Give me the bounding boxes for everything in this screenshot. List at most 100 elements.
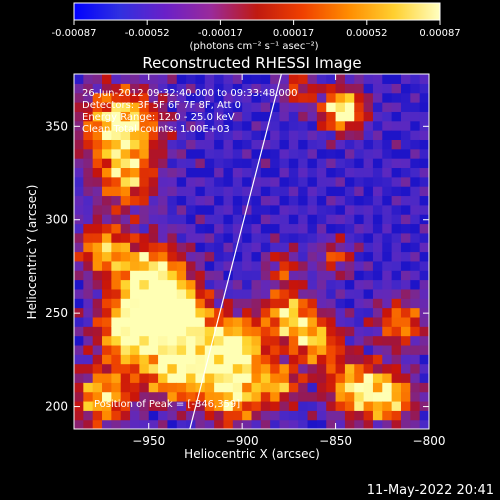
heatmap-cell (372, 214, 383, 225)
heatmap-cell (130, 251, 140, 262)
heatmap-cell (344, 83, 355, 94)
heatmap-cell (354, 363, 365, 374)
heatmap-cell (382, 74, 393, 84)
heatmap-cell (298, 251, 309, 262)
heatmap-cell (83, 307, 94, 318)
heatmap-cell (102, 167, 112, 178)
heatmap-cell (195, 223, 206, 234)
heatmap-cell (204, 279, 215, 290)
heatmap-cell (111, 354, 122, 365)
heatmap-cell (204, 214, 215, 225)
heatmap-cell (232, 298, 243, 309)
heatmap-cell (139, 74, 150, 84)
heatmap-cell (316, 186, 327, 197)
heatmap-cell (363, 288, 374, 299)
heatmap-cell (260, 400, 271, 411)
heatmap-cell (148, 204, 159, 215)
heatmap-cell (316, 335, 327, 346)
heatmap-cell (326, 204, 337, 215)
heatmap-cell (344, 139, 355, 150)
heatmap-cell (83, 419, 94, 429)
heatmap-cell (74, 382, 84, 393)
heatmap-cell (326, 102, 337, 112)
heatmap-cell (363, 195, 374, 206)
heatmap-cell (391, 214, 402, 225)
heatmap-cell (400, 335, 411, 346)
heatmap-cell (382, 279, 393, 290)
heatmap-cell (176, 400, 187, 411)
heatmap-cell (279, 92, 290, 103)
heatmap-cell (307, 382, 318, 393)
heatmap-cell (186, 158, 197, 169)
heatmap-cell (242, 326, 253, 337)
heatmap-cell (344, 74, 355, 84)
heatmap-cell (419, 167, 429, 178)
heatmap-cell (186, 176, 197, 187)
heatmap-cell (158, 186, 169, 197)
heatmap-cell (92, 92, 103, 103)
heatmap-cell (326, 83, 337, 94)
heatmap-cell (167, 326, 178, 337)
heatmap-cell (382, 176, 393, 187)
heatmap-cell (92, 419, 103, 429)
heatmap-cell (279, 232, 290, 243)
heatmap-cell (176, 186, 187, 197)
heatmap-cell (400, 176, 411, 187)
heatmap-cell (74, 195, 84, 206)
heatmap-cell (214, 372, 225, 383)
heatmap-cell (326, 335, 337, 346)
heatmap-cell (372, 298, 383, 309)
heatmap-cell (363, 148, 374, 159)
heatmap-cell (120, 382, 131, 393)
heatmap-cell (167, 167, 178, 178)
heatmap-cell (214, 83, 225, 94)
heatmap-cell (391, 242, 402, 253)
heatmap-cell (167, 176, 178, 187)
heatmap-area (74, 74, 429, 429)
heatmap-cell (120, 232, 131, 243)
heatmap-cell (298, 130, 309, 140)
heatmap-cell (102, 410, 112, 421)
heatmap-cell (270, 242, 281, 253)
heatmap-cell (354, 279, 365, 290)
heatmap-cell (214, 279, 225, 290)
heatmap-cell (400, 120, 411, 131)
heatmap-cell (92, 354, 103, 365)
heatmap-cell (223, 74, 234, 84)
heatmap-cell (195, 410, 206, 421)
heatmap-cell (167, 111, 178, 122)
heatmap-cell (148, 307, 159, 318)
heatmap-cell (83, 186, 94, 197)
heatmap-cell (242, 130, 253, 140)
heatmap-cell (74, 335, 84, 346)
heatmap-cell (148, 120, 159, 131)
heatmap-cell (298, 242, 309, 253)
heatmap-cell (102, 400, 112, 411)
heatmap-cell (363, 354, 374, 365)
heatmap-cell (391, 419, 402, 429)
heatmap-cell (204, 83, 215, 94)
heatmap-cell (326, 130, 337, 140)
heatmap-cell (232, 167, 243, 178)
heatmap-cell (214, 130, 225, 140)
heatmap-cell (270, 298, 281, 309)
heatmap-cell (326, 307, 337, 318)
info-line-counts: Clean Total counts: 1.00E+03 (82, 124, 230, 135)
heatmap-cell (148, 74, 159, 84)
heatmap-cell (102, 372, 112, 383)
heatmap-cell (344, 158, 355, 169)
heatmap-cell (120, 419, 131, 429)
heatmap-cell (251, 83, 262, 94)
heatmap-cell (158, 204, 169, 215)
heatmap-cell (307, 195, 318, 206)
heatmap-cell (279, 242, 290, 253)
heatmap-cell (270, 232, 281, 243)
heatmap-cell (298, 298, 309, 309)
heatmap-cell (335, 270, 346, 281)
heatmap-cell (242, 195, 253, 206)
heatmap-cell (223, 260, 234, 271)
heatmap-cell (111, 232, 122, 243)
heatmap-cell (344, 92, 355, 103)
heatmap-cell (83, 354, 94, 365)
heatmap-cell (279, 372, 290, 383)
